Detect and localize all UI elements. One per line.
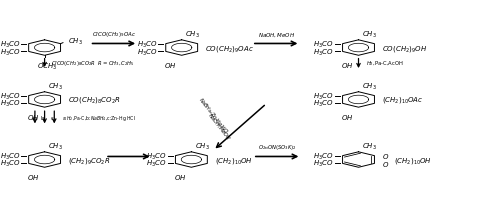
Text: $OH$: $OH$ — [174, 173, 187, 182]
Text: $H_3CO$: $H_3CO$ — [0, 159, 20, 169]
Text: $CO(CH_2)_9OAc$: $CO(CH_2)_9OAc$ — [205, 43, 254, 53]
Text: $ClCO(CH_2)_8CO_2R$  $R=CH_3,C_2H_5$: $ClCO(CH_2)_8CO_2R$ $R=CH_3,C_2H_5$ — [51, 59, 135, 68]
Text: $NaOH,MeOH$: $NaOH,MeOH$ — [206, 111, 232, 142]
Text: $OCH_3$: $OCH_3$ — [37, 61, 57, 71]
Text: $H_3CO$: $H_3CO$ — [314, 39, 334, 50]
Text: $H_2$,Pa-C,AcOH: $H_2$,Pa-C,AcOH — [366, 59, 403, 68]
Text: $OH$: $OH$ — [27, 173, 40, 182]
Text: $(CH_2)_{10}OH$: $(CH_2)_{10}OH$ — [215, 155, 253, 165]
Text: $OH$: $OH$ — [341, 113, 354, 122]
Text: $(CH_2)_{10}OAc$: $(CH_2)_{10}OAc$ — [382, 95, 423, 105]
Text: $H_3CO$: $H_3CO$ — [314, 91, 334, 101]
Text: $NaBH_4$或Zn-Hg,HCl: $NaBH_4$或Zn-Hg,HCl — [196, 95, 231, 135]
Text: $CH_3$: $CH_3$ — [362, 81, 377, 92]
Text: $NaOH,MeOH$: $NaOH,MeOH$ — [258, 32, 295, 39]
Text: $OH$: $OH$ — [164, 61, 177, 70]
Text: $H_3CO$: $H_3CO$ — [0, 91, 20, 101]
Text: $(CH_2)_9CO_2R$: $(CH_2)_9CO_2R$ — [68, 155, 110, 165]
Text: $H_3CO$: $H_3CO$ — [137, 39, 157, 50]
Text: $H_3CO$: $H_3CO$ — [314, 99, 334, 109]
Text: $CH_3$: $CH_3$ — [68, 37, 83, 47]
Text: $O$: $O$ — [382, 151, 389, 160]
Text: a: a — [31, 115, 35, 120]
Text: $CO(CH_2)_9OH$: $CO(CH_2)_9OH$ — [382, 43, 427, 53]
Text: $H_3CO$: $H_3CO$ — [137, 47, 157, 57]
Text: $OH$: $OH$ — [341, 61, 354, 70]
Text: $CH_3$: $CH_3$ — [195, 141, 210, 151]
Text: $H_3CO$: $H_3CO$ — [0, 47, 20, 57]
Text: $H_3CO$: $H_3CO$ — [147, 151, 167, 161]
Text: $OH$: $OH$ — [27, 113, 40, 122]
Text: $H_3CO$: $H_3CO$ — [0, 99, 20, 109]
Text: $H_3CO$: $H_3CO$ — [0, 39, 20, 50]
Text: $ClCO(CH_2)_9OAc$: $ClCO(CH_2)_9OAc$ — [92, 30, 136, 39]
Text: $CH_3$: $CH_3$ — [362, 30, 377, 40]
Text: $CH_3$: $CH_3$ — [48, 81, 63, 92]
Text: $H_3CO$: $H_3CO$ — [314, 159, 334, 169]
Text: $H_3CO$: $H_3CO$ — [314, 151, 334, 161]
Text: $O_2$或$ON(SO_3K)_2$: $O_2$或$ON(SO_3K)_2$ — [258, 143, 296, 152]
Text: $CO(CH_2)_8CO_2R$: $CO(CH_2)_8CO_2R$ — [68, 95, 121, 105]
Text: $(CH_2)_{10}OH$: $(CH_2)_{10}OH$ — [394, 155, 432, 165]
Text: $CH_3$: $CH_3$ — [362, 141, 377, 151]
Text: $CH_3$: $CH_3$ — [185, 30, 200, 40]
Text: a:$H_2$,Pa-C,b:$NaBH_4$,c:Zn-Hg,HCl: a:$H_2$,Pa-C,b:$NaBH_4$,c:Zn-Hg,HCl — [62, 113, 136, 122]
Text: $H_3CO$: $H_3CO$ — [0, 151, 20, 161]
Text: c: c — [51, 115, 54, 120]
Text: $H_3CO$: $H_3CO$ — [147, 159, 167, 169]
Text: $O$: $O$ — [382, 160, 389, 169]
Text: $H_3CO$: $H_3CO$ — [314, 47, 334, 57]
Text: $CH_3$: $CH_3$ — [48, 141, 63, 151]
Text: b: b — [41, 115, 45, 120]
